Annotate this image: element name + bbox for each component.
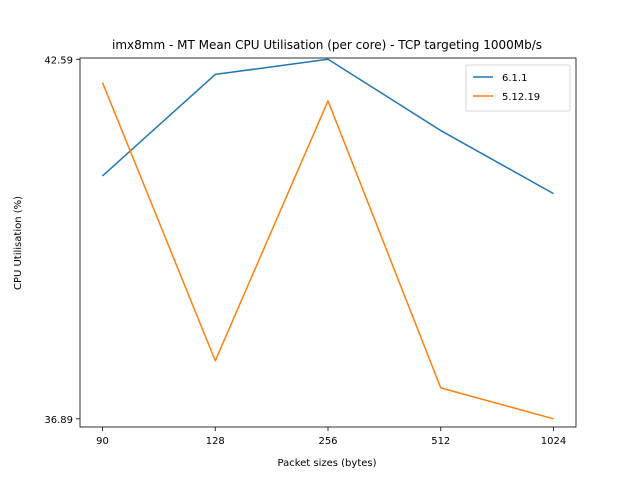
x-tick-label: 90: [96, 436, 109, 447]
chart-title: imx8mm - MT Mean CPU Utilisation (per co…: [112, 38, 542, 52]
x-tick-label: 512: [431, 436, 450, 447]
plot-frame: [79, 57, 577, 428]
y-tick-label: 42.59: [44, 55, 73, 66]
legend-entry: 5.12.19: [502, 92, 540, 103]
legend-box: [465, 64, 571, 112]
plot-area: 90 128 256 512 1024 36.89 42.59: [44, 55, 577, 447]
y-axis-label: CPU Utilisation (%): [13, 196, 24, 290]
series-line-0: [101, 58, 554, 195]
x-tick-label: 128: [206, 436, 225, 447]
series-line-1: [101, 82, 554, 420]
x-tick-label: 1024: [541, 436, 566, 447]
x-tick-label: 256: [318, 436, 337, 447]
x-axis-label: Packet sizes (bytes): [277, 458, 376, 469]
y-tick-label: 36.89: [44, 415, 73, 426]
legend-entry: 6.1.1: [502, 73, 527, 84]
legend: 6.1.1 5.12.19: [465, 64, 571, 112]
